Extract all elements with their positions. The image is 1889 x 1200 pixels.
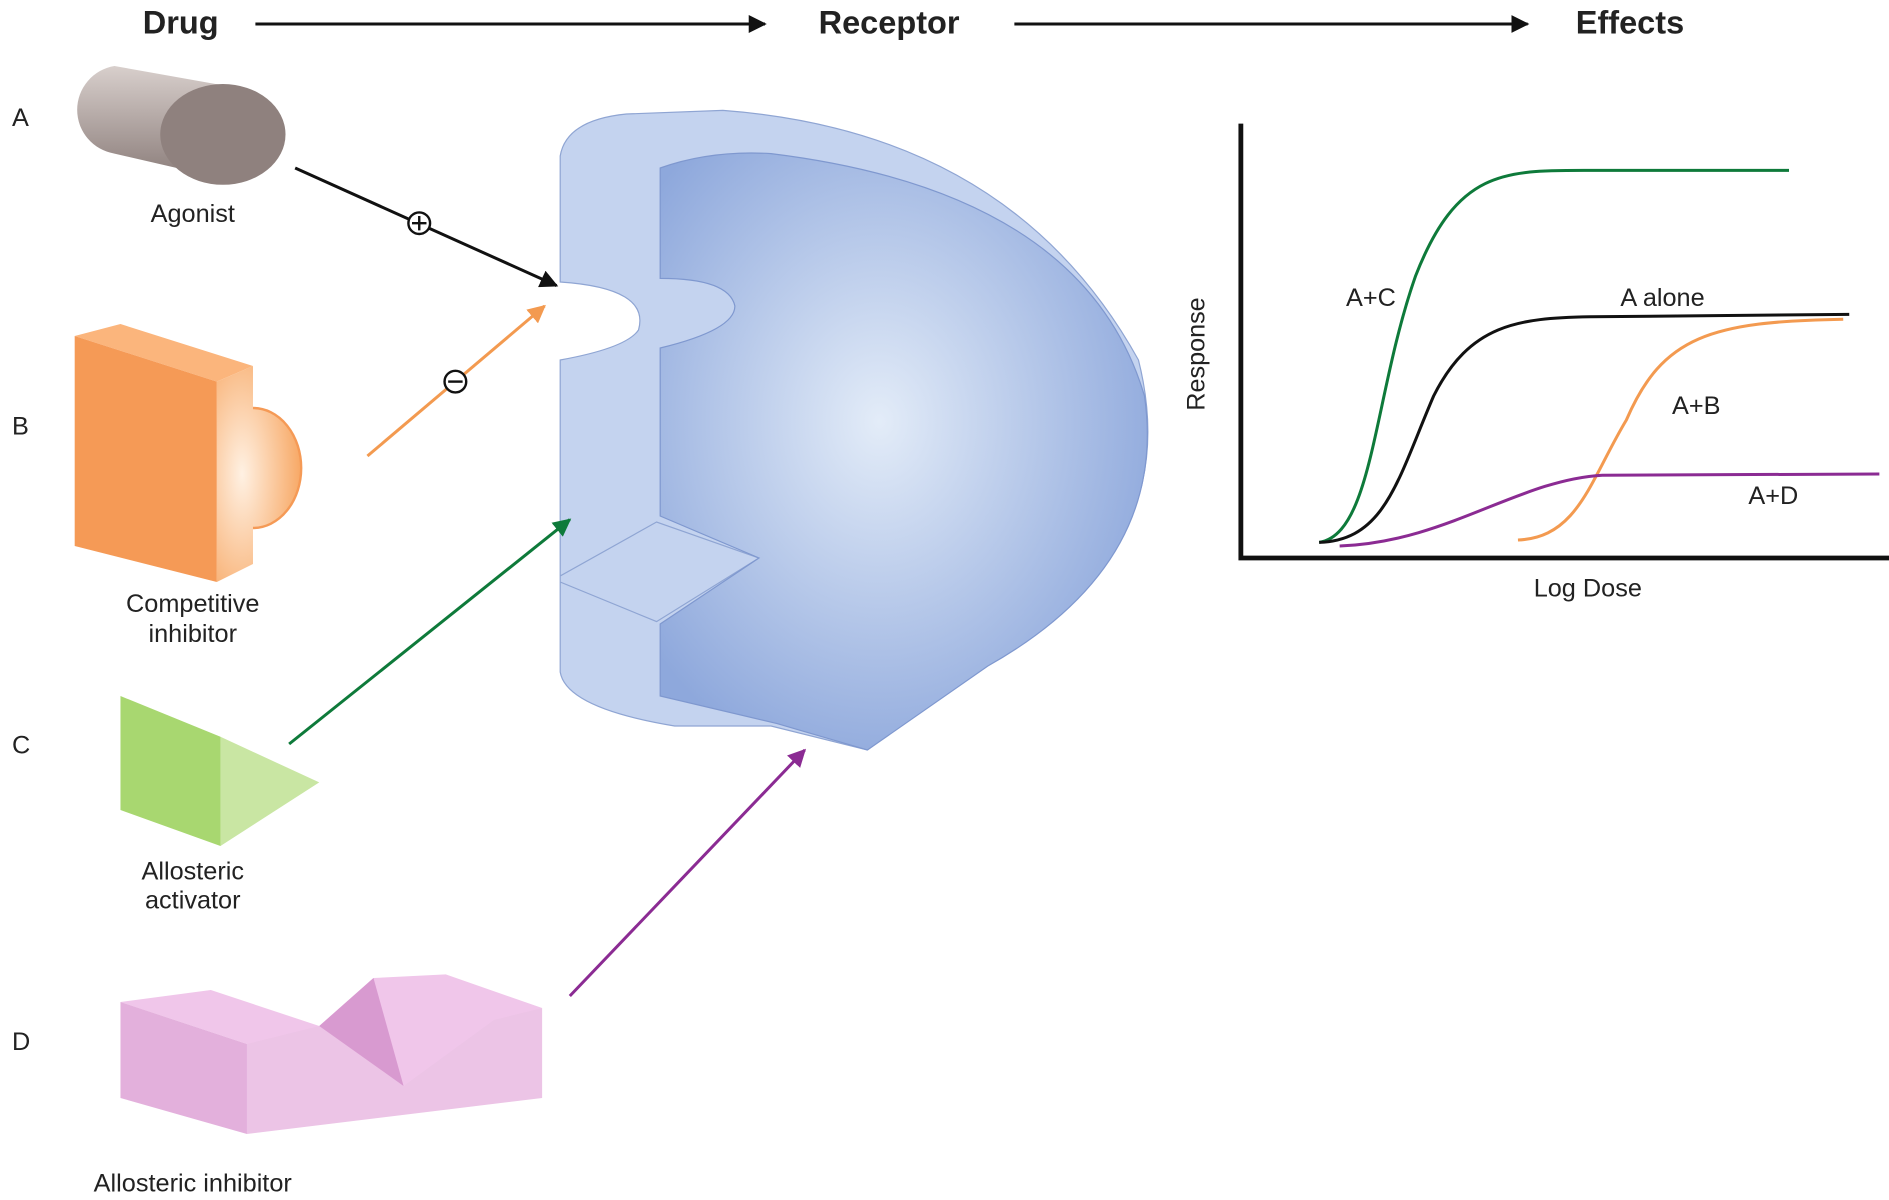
drug-letter: D [12,1028,30,1056]
curve-label: A alone [1620,284,1704,312]
curve-label: A+C [1346,284,1396,312]
header-receptor: Receptor [819,5,960,41]
diagram: Drug Receptor Effects A B C D Agonist Co… [0,0,1889,1200]
drug-label: Competitive [126,590,259,618]
x-axis-label: Log Dose [1534,574,1642,602]
drug-letter: A [12,104,29,132]
header-drug: Drug [143,5,219,41]
y-axis-label: Response [1183,297,1211,410]
drug-label: Agonist [151,200,235,228]
header-effects: Effects [1576,5,1684,41]
activator-arrow [289,520,570,744]
curve-a-plus-c [1319,170,1789,542]
curve-a-plus-d [1340,474,1880,546]
curve-label: A+B [1672,392,1721,420]
drug-label: activator [145,886,241,914]
drug-label: inhibitor [148,620,237,648]
drug-letter: C [12,732,30,760]
drug-label: Allosteric [141,858,244,886]
receptor-shape [560,110,1148,750]
plus-sign [408,212,430,234]
agonist-shape [77,66,285,185]
curve-label: A+D [1748,482,1798,510]
allosteric-inhibitor-shape [120,974,542,1134]
minus-sign [445,371,467,393]
drug-label: Allosteric inhibitor [94,1170,292,1198]
allosteric-activator-shape [120,696,319,846]
drug-letter: B [12,412,29,440]
allosteric-inhibitor-arrow [570,750,805,996]
competitive-inhibitor-shape [75,324,301,582]
